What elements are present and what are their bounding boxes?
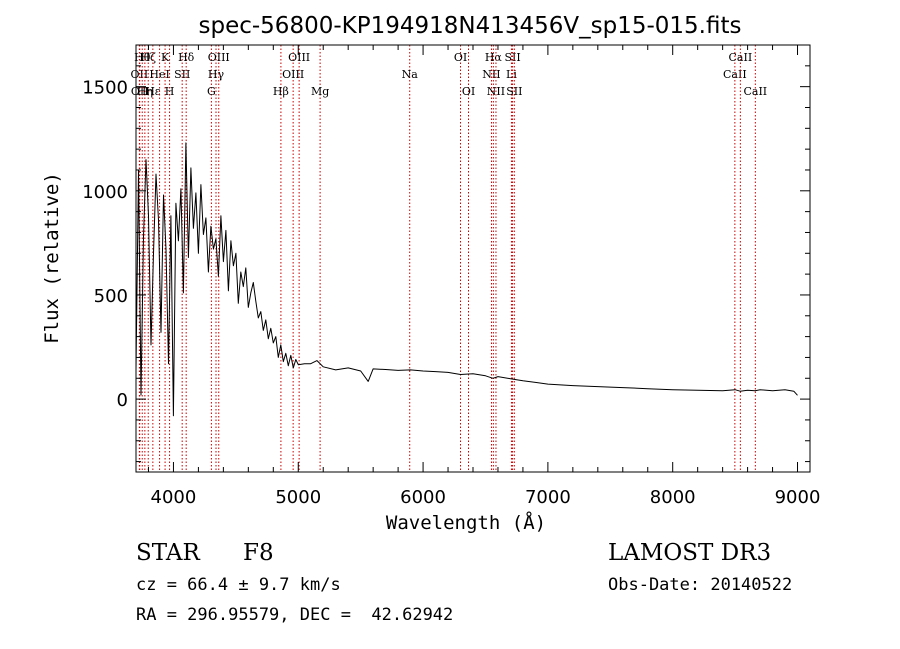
line-marker-label: Mg (311, 85, 329, 98)
line-marker-label: Hε (145, 85, 161, 98)
x-axis-label: Wavelength (Å) (386, 511, 546, 534)
line-markers: OIIOIIHθHηHζHεHeIKHSIIHδGHγOIIIHβOIIIOII… (131, 45, 767, 472)
y-tick-label: 0 (117, 390, 128, 411)
x-tick-label: 6000 (400, 487, 446, 508)
y-tick-label: 1500 (82, 78, 128, 99)
line-marker-label: Na (402, 68, 419, 81)
redshift-info: cz = 66.4 ± 9.7 km/s (136, 575, 341, 595)
object-subclass: F8 (243, 540, 274, 566)
plot-frame (135, 44, 811, 473)
line-marker-label: SII (504, 51, 520, 64)
x-tick-label: 7000 (525, 487, 571, 508)
line-marker-label: HeI (149, 68, 169, 81)
line-marker-label: Hδ (178, 51, 195, 64)
line-marker-label: OI (462, 85, 475, 98)
line-marker-label: NII (487, 85, 505, 98)
line-marker-label: Hγ (208, 68, 225, 81)
line-marker-label: CaII (743, 85, 767, 98)
line-marker-label: G (207, 85, 216, 98)
line-marker-label: OIII (208, 51, 230, 64)
line-marker-label: CaII (723, 68, 747, 81)
object-class: STAR (136, 540, 200, 566)
line-marker-label: H (165, 85, 175, 98)
x-tick-label: 8000 (650, 487, 696, 508)
line-marker-label: Hα (485, 51, 503, 64)
line-marker-label: OIII (282, 68, 304, 81)
line-marker-label: OIII (288, 51, 310, 64)
chart-title: spec-56800-KP194918N413456V_sp15-015.fit… (199, 13, 742, 39)
survey-name: LAMOST DR3 (608, 540, 771, 566)
coordinates: RA = 296.95579, DEC = 42.62942 (136, 605, 453, 625)
line-marker-label: OII (131, 85, 149, 98)
x-tick-label: 4000 (151, 487, 197, 508)
obs-date: Obs-Date: 20140522 (608, 575, 792, 595)
line-marker-label: Hζ (140, 51, 156, 64)
y-tick-label: 500 (94, 286, 128, 307)
spectrum-series (135, 142, 798, 417)
line-marker-label: CaII (729, 51, 753, 64)
line-marker-label: Hθ (134, 51, 151, 64)
line-marker-label: Hβ (273, 85, 289, 98)
x-tick-label: 9000 (775, 487, 821, 508)
line-marker-label: K (161, 51, 170, 64)
line-marker-label: NII (482, 68, 500, 81)
axes: 4000 5000 6000 7000 8000 9000 0 500 1000 1500 (82, 44, 821, 508)
line-marker-label: SII (174, 68, 190, 81)
line-marker-label: SII (506, 85, 522, 98)
line-marker-label: OI (454, 51, 467, 64)
x-tick-label: 5000 (275, 487, 321, 508)
series-line-flux (135, 142, 798, 417)
y-tick-label: 1000 (82, 182, 128, 203)
line-marker-label: Li (506, 68, 517, 81)
line-marker-label: Hη (137, 85, 153, 98)
y-axis-label: Flux (relative) (41, 172, 63, 344)
